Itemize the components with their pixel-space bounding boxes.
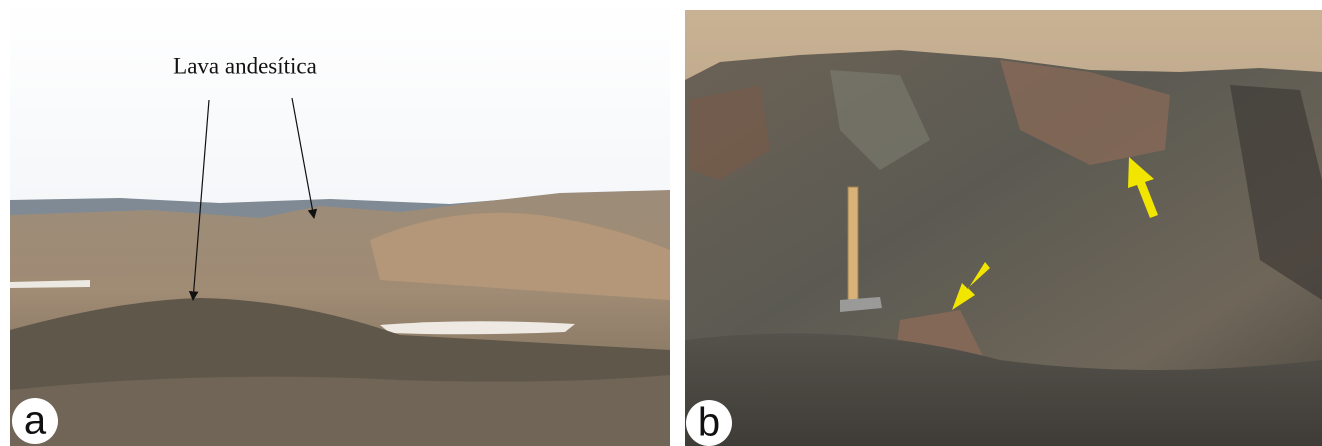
- foreground: [10, 375, 670, 446]
- annotation: Lava andesítica: [173, 53, 317, 78]
- hammer-handle: [848, 187, 858, 302]
- panel-a: Lava andesítica a: [10, 0, 670, 446]
- panel-label: a: [24, 399, 47, 443]
- figure: Lava andesítica a b: [0, 0, 1322, 446]
- panel-label: b: [698, 401, 720, 445]
- panel-b: b: [685, 10, 1322, 446]
- salt-flat: [380, 321, 575, 334]
